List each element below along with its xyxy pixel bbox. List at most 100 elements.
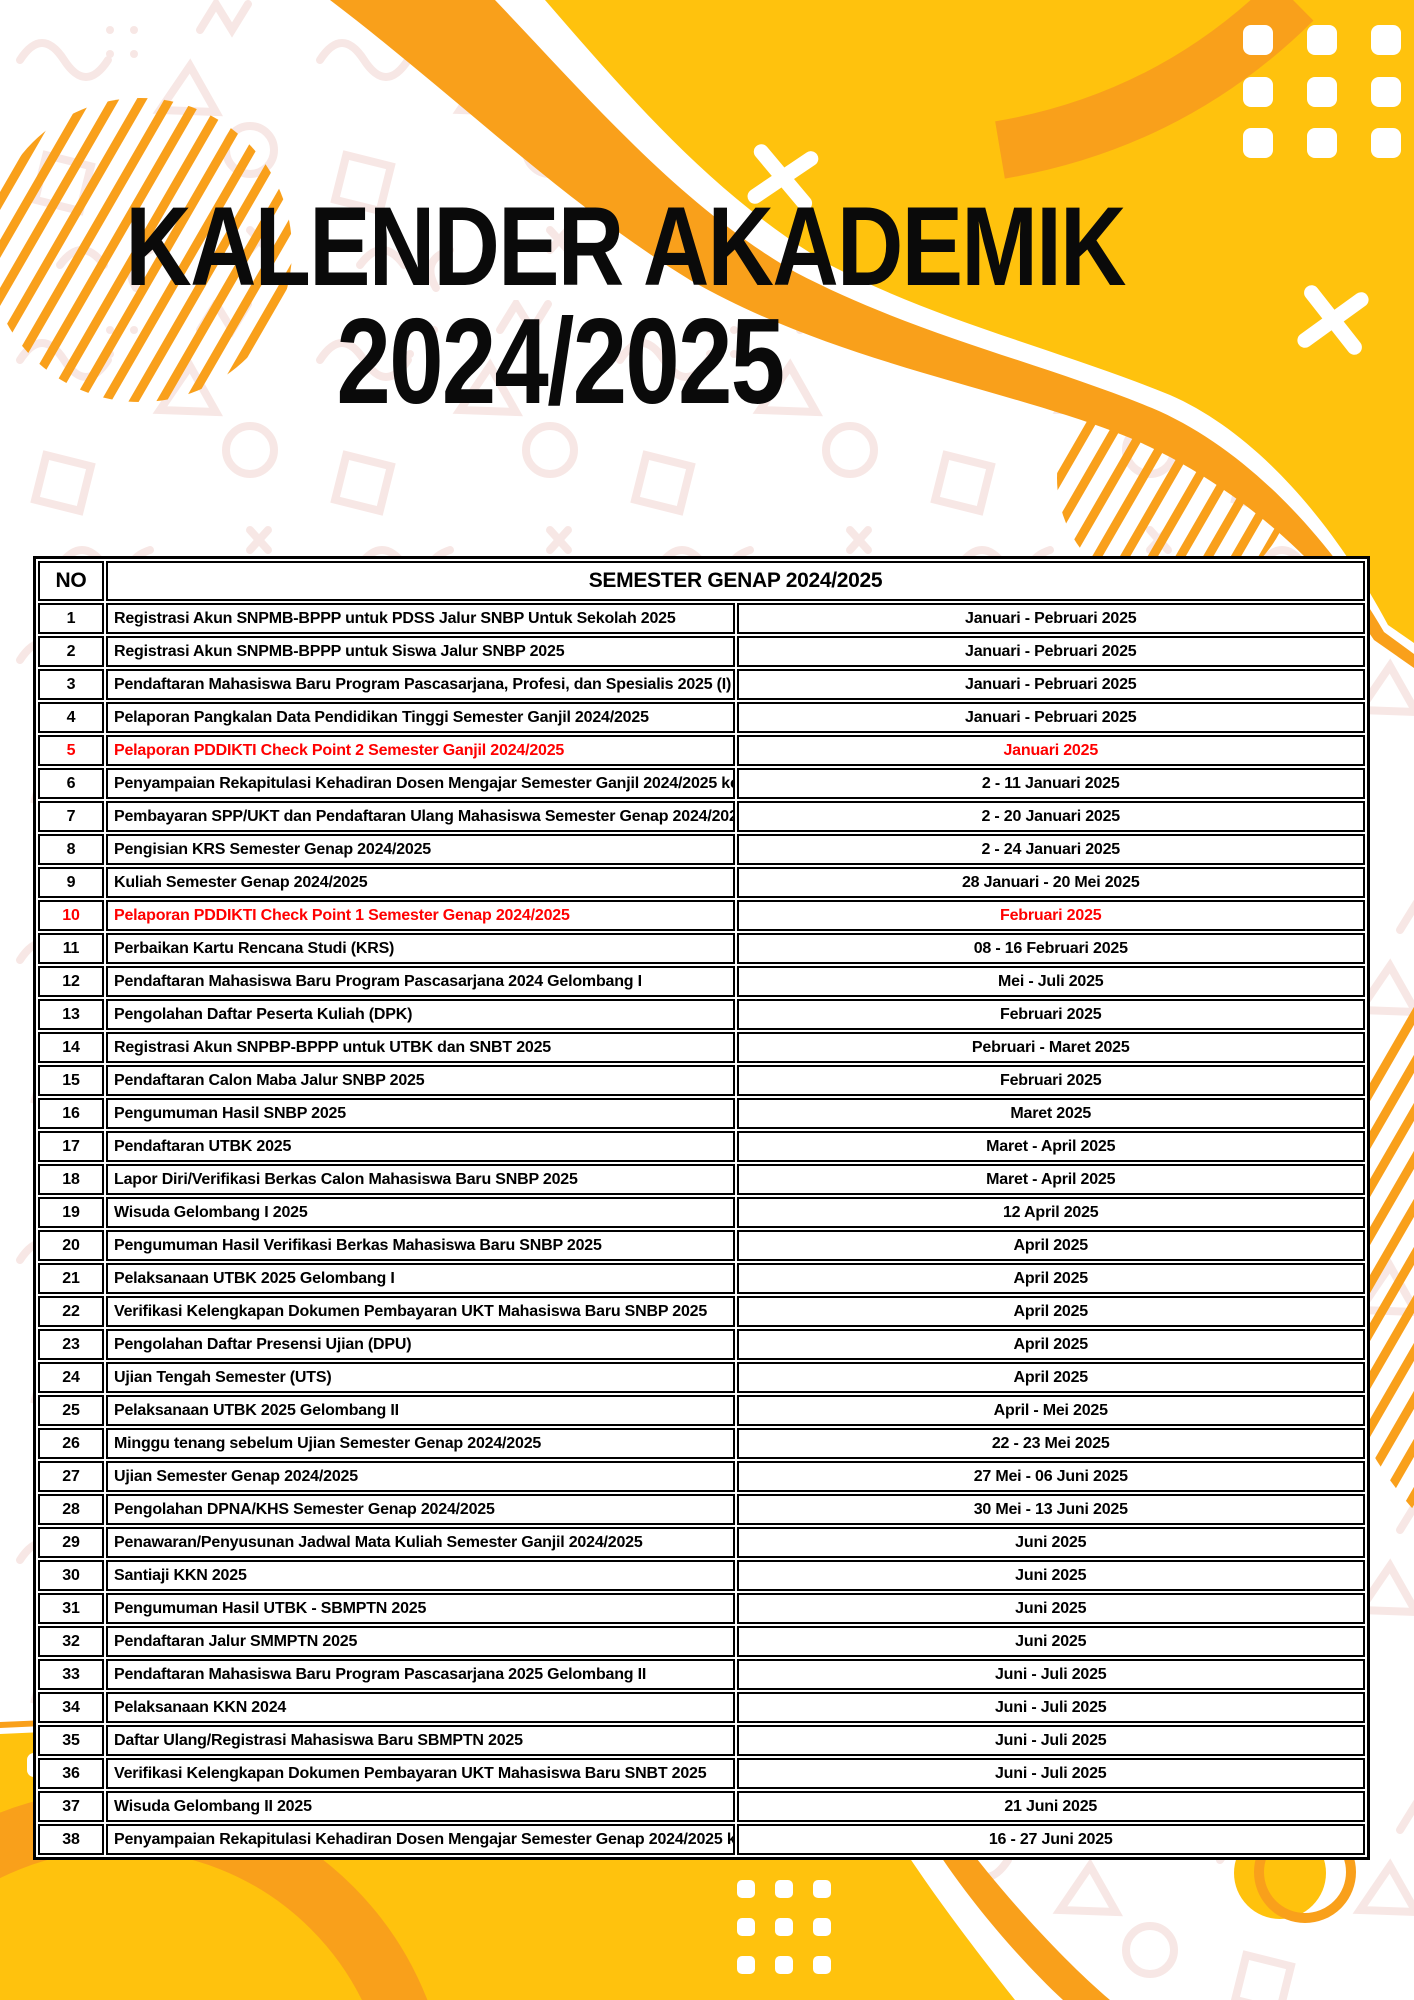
table-row: 34 Pelaksanaan KKN 2024 Juni - Juli 2025 — [38, 1692, 1365, 1723]
row-activity: Kuliah Semester Genap 2024/2025 — [106, 867, 735, 898]
row-activity: Pelaksanaan UTBK 2025 Gelombang I — [106, 1263, 735, 1294]
table-row: 5 Pelaporan PDDIKTI Check Point 2 Semeste… — [38, 735, 1365, 766]
table-row: 33 Pendaftaran Mahasiswa Baru Program Pas… — [38, 1659, 1365, 1690]
row-number: 25 — [38, 1395, 104, 1426]
row-date: Juni - Juli 2025 — [736, 1758, 1365, 1789]
table-row: 22 Verifikasi Kelengkapan Dokumen Pembaya… — [38, 1296, 1365, 1327]
row-date: Februari 2025 — [736, 900, 1365, 931]
table-row: 28 Pengolahan DPNA/KHS Semester Genap 202… — [38, 1494, 1365, 1525]
table-row: 7 Pembayaran SPP/UKT dan Pendaftaran Ulan… — [38, 801, 1365, 832]
row-date: Pebruari - Maret 2025 — [736, 1032, 1365, 1063]
row-date: Juni 2025 — [736, 1560, 1365, 1591]
header-semester: SEMESTER GENAP 2024/2025 — [106, 561, 1365, 601]
row-number: 12 — [38, 966, 104, 997]
row-date: April 2025 — [736, 1263, 1365, 1294]
row-number: 5 — [38, 735, 104, 766]
table-row: 35 Daftar Ulang/Registrasi Mahasiswa Baru… — [38, 1725, 1365, 1756]
table-row: 15 Pendaftaran Calon Maba Jalur SNBP 2025… — [38, 1065, 1365, 1096]
row-date: 2 - 24 Januari 2025 — [736, 834, 1365, 865]
academic-calendar-table: NO SEMESTER GENAP 2024/2025 1 Registrasi … — [33, 556, 1370, 1860]
row-number: 38 — [38, 1824, 104, 1855]
row-date: Juni 2025 — [736, 1527, 1365, 1558]
row-date: Januari - Pebruari 2025 — [736, 603, 1365, 634]
row-activity: Lapor Diri/Verifikasi Berkas Calon Mahas… — [106, 1164, 735, 1195]
table-row: 32 Pendaftaran Jalur SMMPTN 2025 Juni 2025 — [38, 1626, 1365, 1657]
row-date: 22 - 23 Mei 2025 — [736, 1428, 1365, 1459]
row-date: Februari 2025 — [736, 999, 1365, 1030]
row-activity: Ujian Tengah Semester (UTS) — [106, 1362, 735, 1393]
row-date: 16 - 27 Juni 2025 — [736, 1824, 1365, 1855]
table-row: 30 Santiaji KKN 2025 Juni 2025 — [38, 1560, 1365, 1591]
row-number: 19 — [38, 1197, 104, 1228]
row-number: 36 — [38, 1758, 104, 1789]
row-date: Juni - Juli 2025 — [736, 1725, 1365, 1756]
row-activity: Wisuda Gelombang II 2025 — [106, 1791, 735, 1822]
row-number: 30 — [38, 1560, 104, 1591]
table-row: 20 Pengumuman Hasil Verifikasi Berkas Mah… — [38, 1230, 1365, 1261]
row-number: 33 — [38, 1659, 104, 1690]
row-number: 37 — [38, 1791, 104, 1822]
row-date: Januari 2025 — [736, 735, 1365, 766]
row-activity: Pengolahan Daftar Presensi Ujian (DPU) — [106, 1329, 735, 1360]
table-row: 13 Pengolahan Daftar Peserta Kuliah (DPK)… — [38, 999, 1365, 1030]
row-date: 28 Januari - 20 Mei 2025 — [736, 867, 1365, 898]
table-row: 14 Registrasi Akun SNPBP-BPPP untuk UTBK … — [38, 1032, 1365, 1063]
row-activity: Pendaftaran Mahasiswa Baru Program Pasca… — [106, 1659, 735, 1690]
row-number: 18 — [38, 1164, 104, 1195]
table-row: 27 Ujian Semester Genap 2024/2025 27 Mei -… — [38, 1461, 1365, 1492]
row-number: 11 — [38, 933, 104, 964]
row-date: Mei - Juli 2025 — [736, 966, 1365, 997]
row-date: Maret - April 2025 — [736, 1131, 1365, 1162]
table-row: 36 Verifikasi Kelengkapan Dokumen Pembaya… — [38, 1758, 1365, 1789]
row-number: 24 — [38, 1362, 104, 1393]
row-activity: Pengolahan DPNA/KHS Semester Genap 2024/… — [106, 1494, 735, 1525]
row-number: 29 — [38, 1527, 104, 1558]
row-date: April - Mei 2025 — [736, 1395, 1365, 1426]
row-activity: Pengumuman Hasil UTBK - SBMPTN 2025 — [106, 1593, 735, 1624]
row-number: 26 — [38, 1428, 104, 1459]
row-activity: Perbaikan Kartu Rencana Studi (KRS) — [106, 933, 735, 964]
row-activity: Registrasi Akun SNPMB-BPPP untuk PDSS Ja… — [106, 603, 735, 634]
row-activity: Ujian Semester Genap 2024/2025 — [106, 1461, 735, 1492]
row-number: 32 — [38, 1626, 104, 1657]
row-number: 20 — [38, 1230, 104, 1261]
row-number: 21 — [38, 1263, 104, 1294]
table-row: 24 Ujian Tengah Semester (UTS) April 2025 — [38, 1362, 1365, 1393]
row-activity: Pelaksanaan KKN 2024 — [106, 1692, 735, 1723]
row-number: 14 — [38, 1032, 104, 1063]
row-activity: Pendaftaran Mahasiswa Baru Program Pasca… — [106, 669, 735, 700]
row-activity: Pelaporan Pangkalan Data Pendidikan Ting… — [106, 702, 735, 733]
row-number: 34 — [38, 1692, 104, 1723]
table-row: 16 Pengumuman Hasil SNBP 2025 Maret 2025 — [38, 1098, 1365, 1129]
table-row: 11 Perbaikan Kartu Rencana Studi (KRS) 08 … — [38, 933, 1365, 964]
row-number: 10 — [38, 900, 104, 931]
page-title-line1: KALENDER AKADEMIK — [125, 184, 1126, 309]
table-row: 19 Wisuda Gelombang I 2025 12 April 2025 — [38, 1197, 1365, 1228]
row-activity: Pendaftaran Calon Maba Jalur SNBP 2025 — [106, 1065, 735, 1096]
row-activity: Pendaftaran UTBK 2025 — [106, 1131, 735, 1162]
row-date: Januari - Pebruari 2025 — [736, 669, 1365, 700]
row-number: 3 — [38, 669, 104, 700]
table-row: 25 Pelaksanaan UTBK 2025 Gelombang II Apri… — [38, 1395, 1365, 1426]
row-activity: Penawaran/Penyusunan Jadwal Mata Kuliah … — [106, 1527, 735, 1558]
row-date: April 2025 — [736, 1362, 1365, 1393]
row-number: 17 — [38, 1131, 104, 1162]
table-row: 10 Pelaporan PDDIKTI Check Point 1 Semest… — [38, 900, 1365, 931]
row-date: 2 - 20 Januari 2025 — [736, 801, 1365, 832]
row-number: 15 — [38, 1065, 104, 1096]
table-row: 37 Wisuda Gelombang II 2025 21 Juni 2025 — [38, 1791, 1365, 1822]
table-row: 1 Registrasi Akun SNPMB-BPPP untuk PDSS J… — [38, 603, 1365, 634]
table-row: 21 Pelaksanaan UTBK 2025 Gelombang I April… — [38, 1263, 1365, 1294]
row-number: 31 — [38, 1593, 104, 1624]
row-date: Maret - April 2025 — [736, 1164, 1365, 1195]
row-number: 22 — [38, 1296, 104, 1327]
row-date: 2 - 11 Januari 2025 — [736, 768, 1365, 799]
row-date: 21 Juni 2025 — [736, 1791, 1365, 1822]
row-date: 27 Mei - 06 Juni 2025 — [736, 1461, 1365, 1492]
row-number: 6 — [38, 768, 104, 799]
row-activity: Wisuda Gelombang I 2025 — [106, 1197, 735, 1228]
row-activity: Registrasi Akun SNPBP-BPPP untuk UTBK da… — [106, 1032, 735, 1063]
x-icon — [747, 144, 1369, 355]
row-number: 23 — [38, 1329, 104, 1360]
row-activity: Minggu tenang sebelum Ujian Semester Gen… — [106, 1428, 735, 1459]
